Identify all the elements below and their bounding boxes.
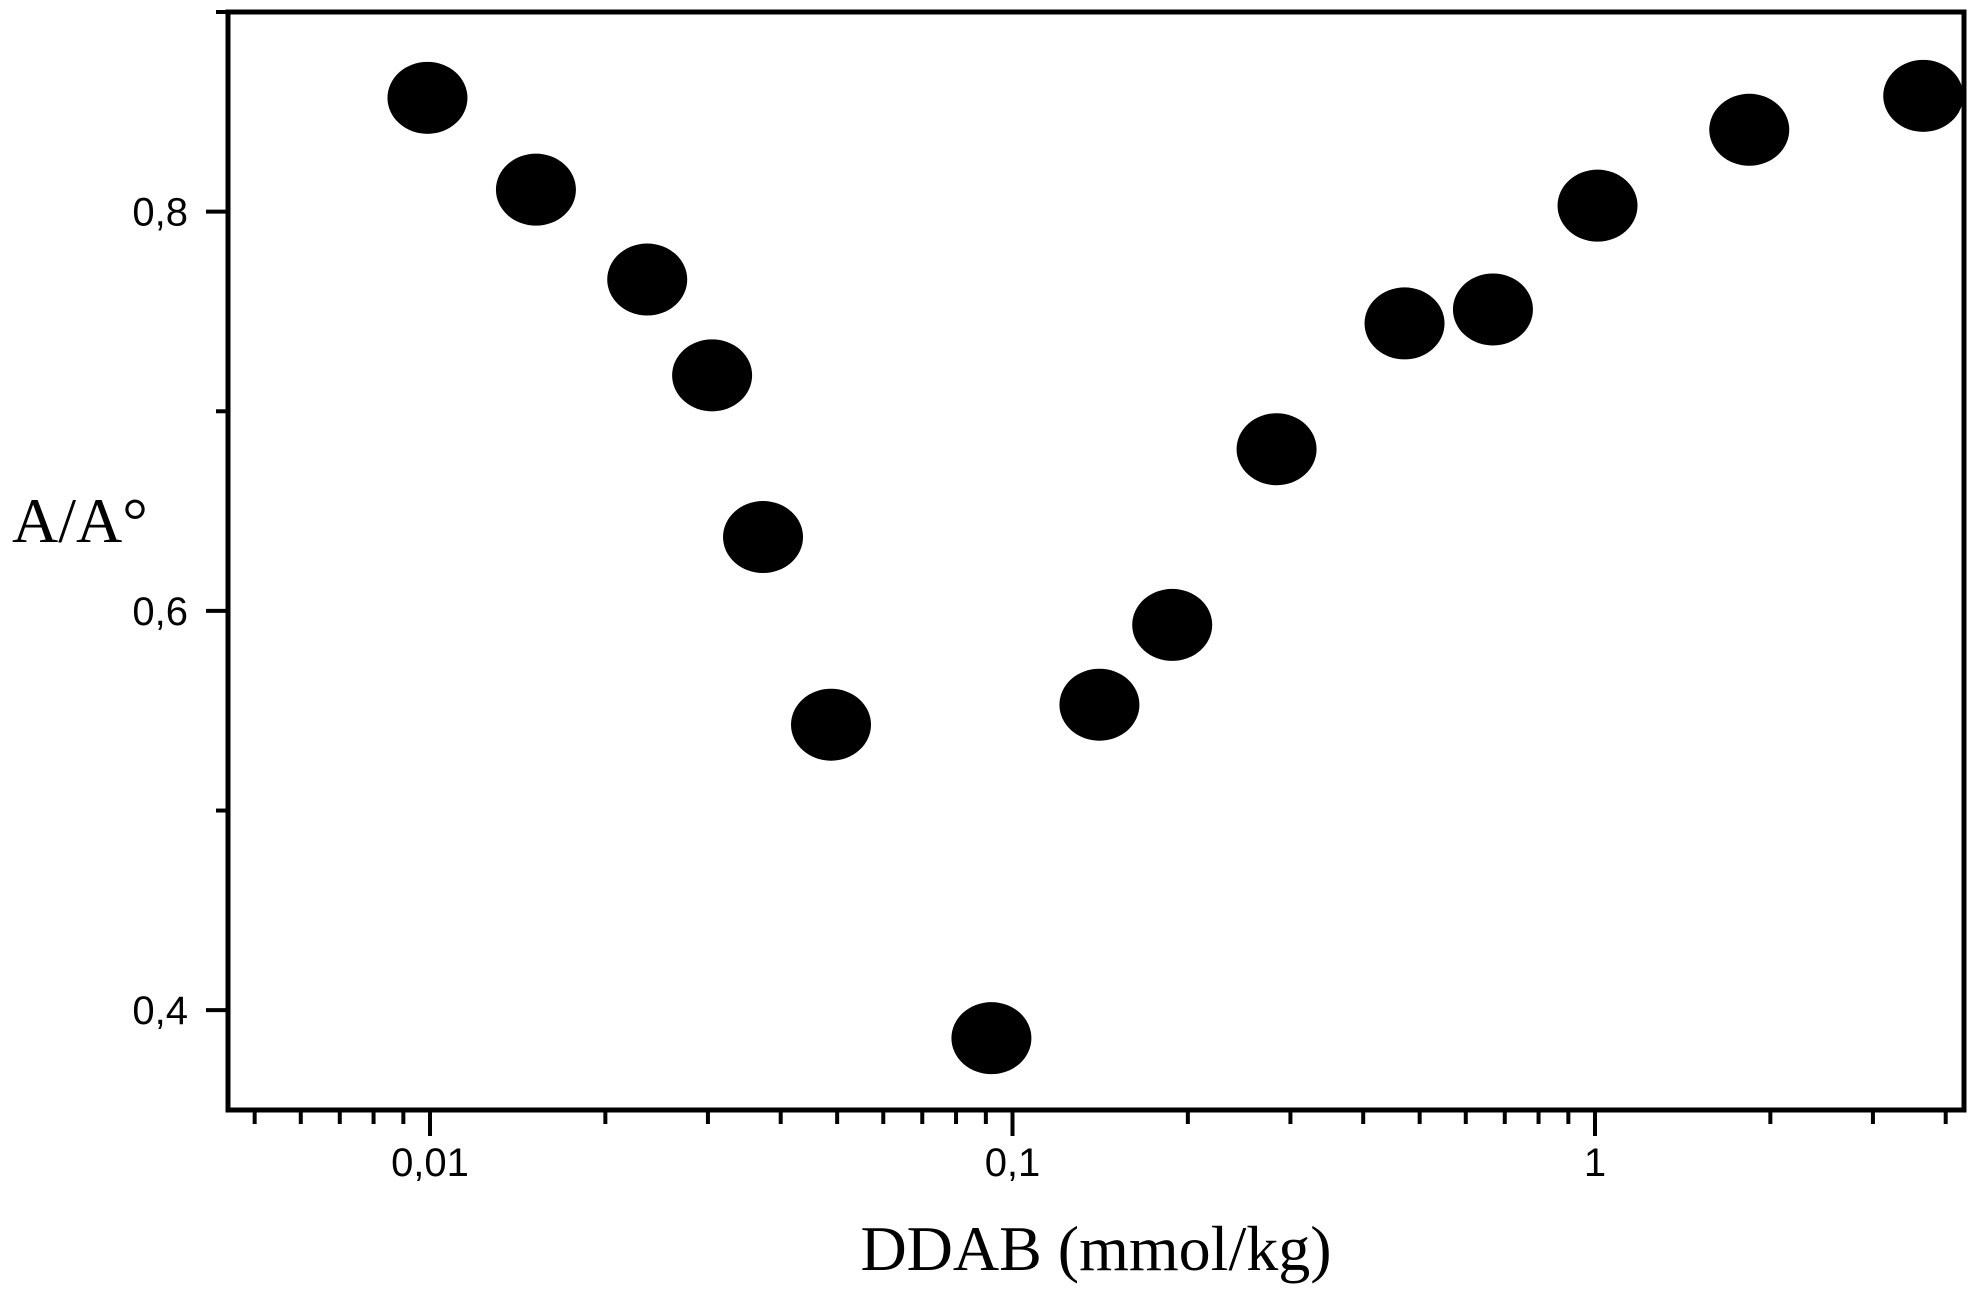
x-tick-label: 0,01	[391, 1141, 469, 1185]
data-point	[723, 501, 804, 574]
data-point	[1236, 413, 1317, 486]
data-point	[1709, 93, 1790, 166]
x-tick-label: 1	[1584, 1141, 1606, 1185]
data-point	[607, 243, 688, 316]
x-tick-label: 0,1	[985, 1141, 1041, 1185]
data-point	[1059, 668, 1140, 741]
data-point	[1452, 273, 1533, 346]
x-axis-title: DDAB (mmol/kg)	[860, 1213, 1331, 1284]
data-point	[791, 688, 872, 761]
y-axis-title: A/A°	[12, 485, 148, 556]
y-tick-label: 0,6	[132, 590, 188, 634]
data-point	[672, 339, 753, 412]
y-tick-label: 0,8	[132, 191, 188, 235]
data-point	[387, 61, 468, 134]
data-point	[1132, 588, 1213, 661]
data-point	[495, 153, 576, 226]
y-tick-label: 0,4	[132, 989, 188, 1033]
data-point	[1883, 59, 1964, 132]
data-point	[1557, 169, 1638, 242]
x-axis-ticks: 0,01 0,1 1	[252, 1110, 1948, 1185]
data-point	[1364, 287, 1445, 360]
data-points	[387, 59, 1964, 1075]
y-axis-ticks: 0,4 0,6 0,8	[132, 10, 228, 1033]
plot-frame	[225, 9, 1967, 1113]
data-point	[951, 1002, 1032, 1075]
